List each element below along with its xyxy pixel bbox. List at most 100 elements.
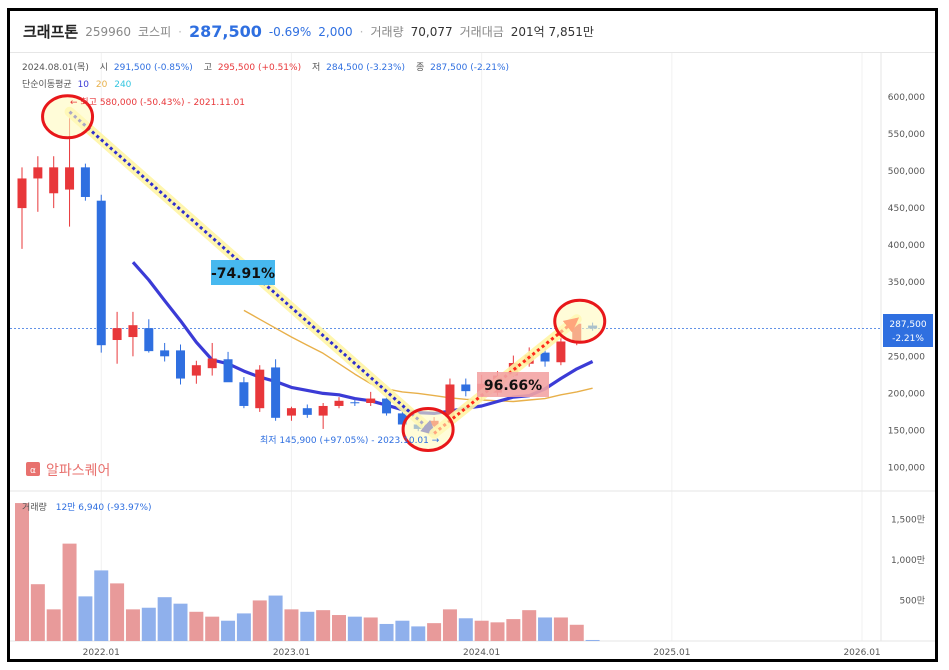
candle-body — [255, 369, 265, 409]
candle-body — [461, 384, 471, 392]
volume-bar — [15, 503, 29, 641]
volume-bar — [78, 596, 93, 641]
candle — [191, 360, 201, 384]
candle — [49, 156, 59, 209]
stock-name: 크래프톤 — [23, 23, 79, 41]
volume-label: 거래량 — [370, 25, 404, 39]
volume-bar — [157, 597, 172, 641]
volume-tick-label: 500만 — [900, 595, 925, 606]
candle-body — [96, 200, 106, 346]
volume-bar — [110, 583, 125, 641]
volume-bar — [284, 609, 299, 641]
turnover-value: 201억 7,851만 — [510, 25, 594, 39]
stock-code: 259960 — [85, 24, 132, 39]
price-tag: 287,500 -2.21% — [883, 314, 933, 347]
y-tick-label: 200,000 — [888, 389, 925, 399]
change-percent: -0.69% — [268, 24, 312, 39]
candle-body — [144, 328, 154, 352]
volume-bar — [585, 639, 600, 641]
price-tag-price: 287,500 — [889, 320, 926, 330]
volume-layer — [15, 503, 600, 641]
rise-percent-box — [477, 372, 549, 397]
candle-body — [128, 325, 138, 338]
stock-header: 크래프톤 259960 코스피 · 287,500 -0.69% 2,000 ·… — [10, 11, 935, 53]
candle-body — [334, 400, 344, 406]
ma-legend-label: 단순이동평균 — [22, 79, 72, 90]
volume-bar — [553, 617, 568, 641]
volume-bar — [395, 620, 410, 641]
volume-bar — [62, 543, 77, 641]
volume-info-label: 거래량 — [22, 501, 47, 513]
volume-bar — [347, 616, 362, 641]
candle-body — [271, 367, 281, 418]
alphasquare-logo-letter: α — [30, 466, 36, 476]
ma-legend-10: 10 — [78, 80, 90, 90]
volume-bar — [252, 600, 267, 641]
y-tick-label: 400,000 — [888, 241, 925, 251]
candle-body — [286, 408, 296, 416]
candle — [160, 342, 170, 362]
y-tick-label: 250,000 — [888, 352, 925, 362]
separator-dot: · — [359, 24, 364, 39]
candle — [96, 194, 106, 353]
candle-body — [350, 402, 360, 404]
high-label: 고 — [204, 63, 212, 73]
volume-bar — [205, 616, 220, 641]
change-amount: 2,000 — [318, 24, 353, 39]
candle — [556, 337, 566, 366]
volume-bar — [268, 595, 283, 641]
close-label: 종 — [416, 62, 424, 73]
watermark: α 알파스퀘어 — [26, 462, 110, 479]
candle-body — [445, 384, 455, 418]
recent-point-circle — [553, 298, 607, 344]
low-note: 최저 145,900 (+97.05%) - 2023.10.01 → — [260, 435, 440, 446]
volume-bar — [221, 620, 236, 641]
volume-bar — [363, 617, 378, 641]
x-tick-label: 2023.01 — [273, 648, 310, 658]
x-tick-label: 2022.01 — [83, 648, 120, 658]
y-tick-label: 150,000 — [888, 426, 925, 436]
volume-bar — [474, 620, 489, 641]
turnover-label: 거래대금 — [459, 25, 504, 39]
candle-body — [302, 408, 312, 415]
volume-bar — [125, 609, 140, 641]
stock-chart[interactable]: 2024.08.01(목) 시 291,500 (-0.85%) 고 295,5… — [10, 11, 935, 659]
volume-bar — [46, 609, 61, 641]
x-tick-label: 2026.01 — [843, 648, 880, 658]
candle — [239, 377, 249, 409]
volume-info: 거래량 12만 6,940 (-93.97%) — [22, 501, 152, 513]
volume-bar — [300, 611, 315, 641]
volume-bar — [173, 603, 188, 641]
drop-percent-box — [211, 260, 275, 285]
candle-body — [366, 398, 376, 403]
y-tick-label: 350,000 — [888, 278, 925, 288]
candle — [207, 342, 217, 376]
ohlc-date: 2024.08.01(목) — [22, 62, 89, 73]
candle — [144, 319, 154, 353]
candle-body — [239, 382, 249, 406]
candle — [33, 156, 43, 212]
low-value: 284,500 (-3.23%) — [326, 63, 405, 73]
volume-bar — [569, 624, 584, 641]
candle-body — [112, 328, 122, 341]
candle — [80, 163, 90, 201]
ma20-layer — [243, 309, 593, 403]
candle — [334, 397, 344, 409]
x-tick-label: 2025.01 — [653, 648, 690, 658]
grid-layer — [10, 53, 881, 641]
low-point-circle — [401, 406, 455, 452]
volume-bar — [189, 611, 204, 641]
current-price: 287,500 — [188, 22, 262, 41]
volume-tick-label: 1,000만 — [891, 555, 925, 566]
candle — [128, 311, 138, 357]
candle-body — [556, 341, 566, 363]
high-note: ← 최고 580,000 (-50.43%) - 2021.11.01 — [70, 97, 245, 108]
candle-body — [397, 413, 407, 425]
volume-bar — [522, 610, 537, 641]
volume-info-value: 12만 6,940 (-93.97%) — [56, 502, 152, 513]
volume-bar — [236, 613, 251, 641]
candle-body — [191, 365, 201, 376]
alphasquare-logo-icon — [26, 462, 40, 476]
candle — [366, 391, 376, 406]
candle — [17, 167, 27, 249]
